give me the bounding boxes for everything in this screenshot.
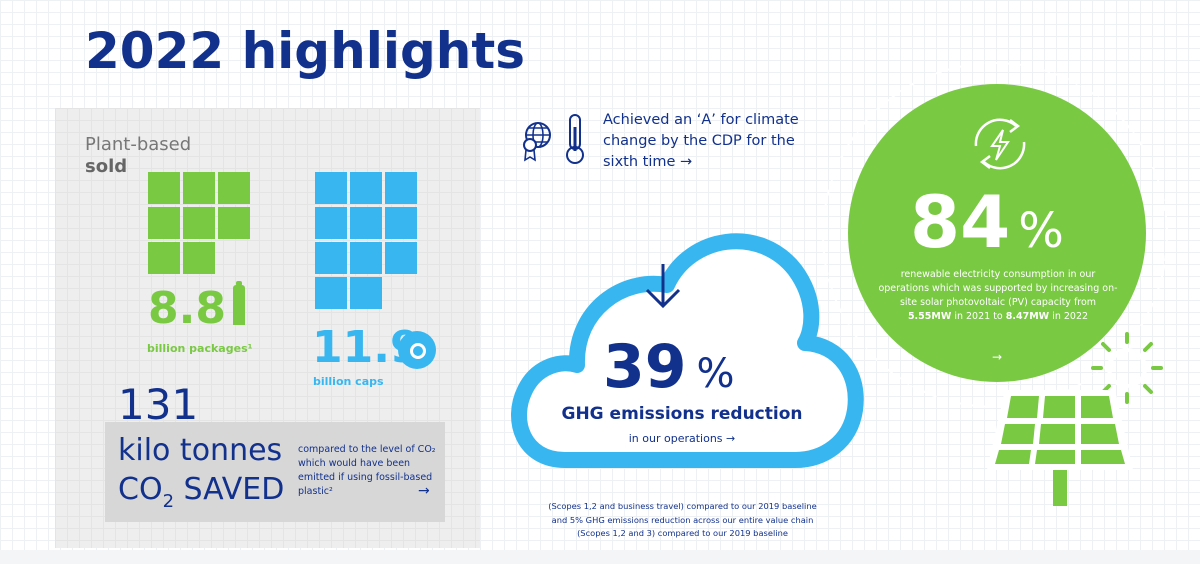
- renewable-text: renewable electricity consumption in our…: [878, 269, 1118, 308]
- co2-more-arrow[interactable]: →: [418, 483, 430, 499]
- caps-label: billion caps: [313, 375, 384, 388]
- renewable-circle: [848, 84, 1146, 382]
- co2-unit-line1: kilo tonnes: [118, 433, 283, 468]
- globe-thermometer-icon: [523, 114, 584, 164]
- co2-subscript: 2: [162, 491, 175, 512]
- cloud-icon: [511, 233, 864, 468]
- ghg-percent: %: [696, 351, 735, 397]
- cap-icon: [398, 331, 436, 369]
- renewable-percent: %: [1018, 203, 1064, 259]
- renewable-text-end: in 2022: [1049, 311, 1089, 322]
- dashed-halo: [822, 62, 1168, 408]
- co2-value: 131: [118, 380, 199, 429]
- renewable-energy-icon: [974, 118, 1026, 170]
- ghg-operations-link[interactable]: in our operations →: [628, 432, 736, 445]
- package-carton-icon: [233, 281, 245, 325]
- renewable-number: 84: [910, 180, 1011, 264]
- renewable-description: renewable electricity consumption in our…: [878, 268, 1118, 324]
- co2-text: CO: [118, 472, 163, 507]
- packages-label: billion packages¹: [147, 342, 253, 355]
- renewable-text-mid: in 2021 to: [951, 311, 1006, 322]
- ghg-title: GHG emissions reduction: [561, 404, 803, 424]
- packages-value: 8.8: [148, 283, 226, 334]
- ghg-value: 39%: [603, 332, 735, 402]
- page-title: 2022 highlights: [85, 22, 526, 80]
- saved-text: SAVED: [174, 472, 285, 507]
- co2-note: compared to the level of CO₂ which would…: [298, 444, 436, 497]
- ghg-number: 39: [603, 332, 687, 402]
- bottom-strip: [0, 550, 1200, 564]
- renewable-more-arrow[interactable]: →: [992, 350, 1003, 364]
- plant-based-label: Plant-based: [85, 134, 192, 155]
- ghg-footnote: (Scopes 1,2 and business travel) compare…: [548, 501, 817, 538]
- capacity-2021: 5.55MW: [907, 311, 952, 322]
- capacity-2022: 8.47MW: [1005, 311, 1050, 322]
- sold-label: sold: [85, 156, 128, 177]
- co2-unit-line2: CO2 SAVED: [118, 472, 284, 512]
- co2-saved-box: [105, 422, 445, 522]
- packages-grid-icon: [148, 172, 250, 274]
- solar-panel-icon: [987, 332, 1163, 506]
- renewable-value: 84%: [910, 180, 1064, 264]
- down-arrow-icon: [645, 264, 681, 309]
- cdp-achievement-link[interactable]: Achieved an ‘A’ for climate change by th…: [603, 112, 799, 170]
- caps-grid-icon: [315, 172, 417, 309]
